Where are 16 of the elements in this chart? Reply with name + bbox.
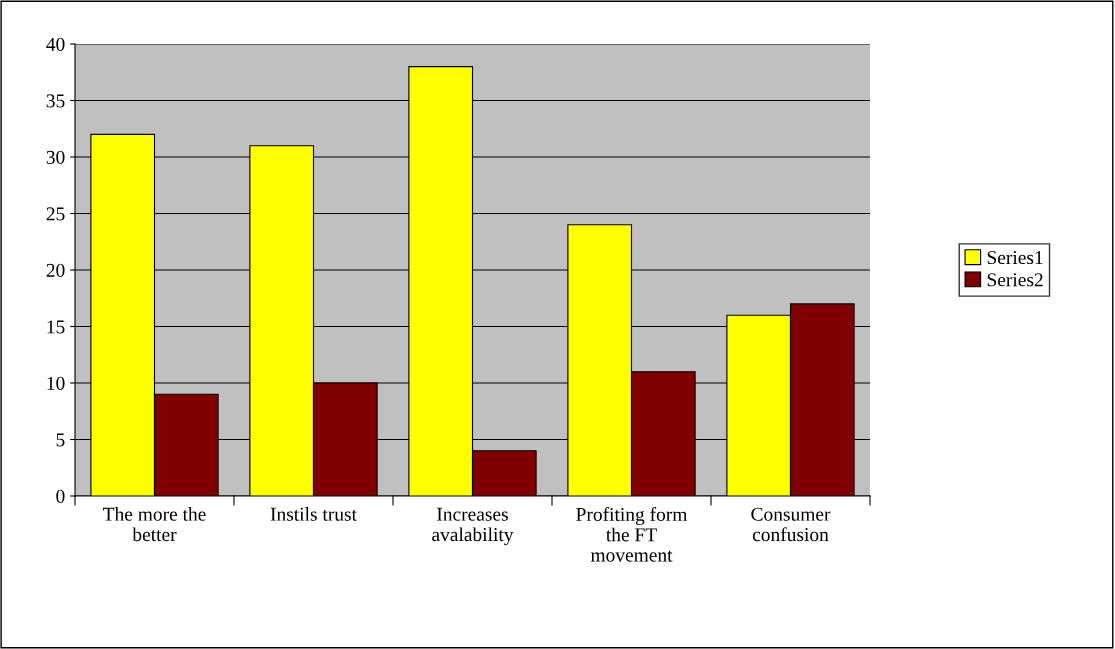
y-tick-label: 15: [47, 320, 65, 334]
x-tick-label: Increases avalability: [432, 507, 514, 546]
y-tick-label: 40: [46, 37, 65, 51]
y-tick-label: 0: [56, 489, 65, 503]
x-tick-label: Instils trust: [270, 507, 357, 521]
legend-label: Series1: [987, 251, 1043, 265]
y-tick-label: 10: [47, 376, 65, 390]
y-tick-label: 25: [46, 207, 65, 221]
x-tick-label: Profiting form the FT movement: [576, 507, 688, 562]
legend-label: Series2: [987, 273, 1043, 287]
y-tick-label: 30: [46, 150, 65, 164]
x-tick-label: Consumer confusion: [751, 507, 831, 542]
y-tick-label: 5: [56, 433, 65, 447]
y-tick-label: 20: [46, 263, 65, 277]
y-tick-label: 35: [46, 94, 65, 108]
x-tick-label: The more the better: [103, 507, 206, 542]
